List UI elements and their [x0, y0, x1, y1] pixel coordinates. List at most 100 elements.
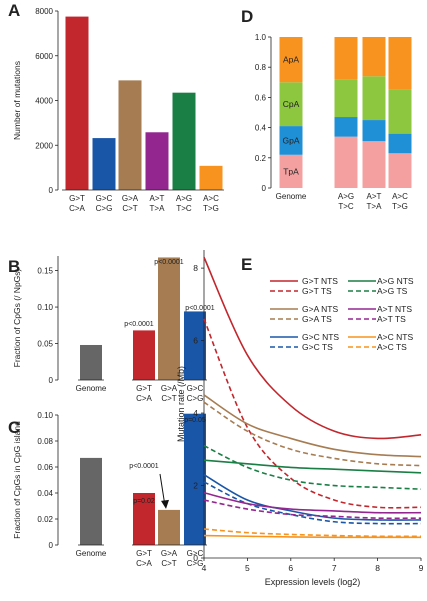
legend-label: A>C TS	[377, 342, 407, 352]
x-tick-label: T>A	[367, 202, 383, 211]
y-tick-label: 2000	[35, 141, 53, 150]
x-tick-label: G>A	[161, 384, 178, 393]
p-value-label: p=0.02	[133, 498, 155, 505]
series-line-g-t-nts	[203, 256, 422, 440]
series-line-a-g-ts	[203, 444, 422, 490]
bar-segment-gpa	[279, 126, 303, 155]
bar	[133, 330, 155, 380]
y-tick-label: 4	[193, 408, 198, 418]
p-value-label: p<0.0001	[185, 305, 214, 312]
x-tick-label: G>T	[69, 194, 85, 203]
x-tick-label: 9	[419, 563, 424, 573]
legend-label: A>G NTS	[377, 276, 414, 286]
y-tick-label: 0.10	[37, 411, 53, 420]
y-tick-label: 0	[262, 184, 267, 193]
y-tick-label: 0.6	[255, 93, 267, 102]
panel-letter-c: C	[8, 418, 20, 437]
x-tick-label: C>T	[161, 559, 176, 568]
legend-label: A>C NTS	[377, 332, 413, 342]
x-tick-label: G>C	[187, 384, 204, 393]
x-tick-label: G>C	[187, 549, 204, 558]
x-tick-label: A>T	[150, 194, 165, 203]
segment-label: GpA	[282, 135, 299, 145]
x-tick-label: T>G	[392, 202, 408, 211]
x-tick-label: G>A	[122, 194, 139, 203]
bar	[65, 16, 89, 190]
annotation-arrowhead	[161, 499, 169, 509]
series-line-a-t-nts	[203, 492, 422, 514]
y-tick-label: 0.04	[37, 489, 53, 498]
x-axis-label: Expression levels (log2)	[265, 577, 361, 587]
bar	[158, 509, 180, 545]
panel-letter-a: A	[8, 1, 20, 20]
y-tick-label: 0.4	[255, 124, 267, 133]
bar-segment-cpa	[362, 76, 386, 121]
y-tick-label: 6	[193, 336, 198, 346]
legend-label: G>C NTS	[302, 332, 339, 342]
x-tick-label: G>T	[136, 549, 152, 558]
bar-segment-apa	[388, 37, 412, 90]
y-tick-label: 0.08	[37, 437, 53, 446]
bar-segment-apa	[362, 37, 386, 77]
p-value-label: p=0.05	[184, 417, 206, 424]
legend-label: A>G TS	[377, 286, 408, 296]
p-value-label: p<0.0001	[129, 463, 158, 470]
bar-segment-tpa	[279, 154, 303, 188]
x-tick-label: A>T	[367, 192, 382, 201]
series-line-a-c-ts	[203, 528, 422, 538]
y-tick-label: 0.06	[37, 463, 53, 472]
legend-label: G>A TS	[302, 314, 332, 324]
bar	[118, 80, 142, 190]
bar-segment-tpa	[362, 141, 386, 188]
x-tick-label: 8	[375, 563, 380, 573]
bar-segment-tpa	[334, 136, 358, 188]
bar	[80, 344, 102, 380]
y-tick-label: 0.05	[37, 340, 53, 349]
bar-segment-gpa	[334, 117, 358, 137]
x-tick-label: C>T	[122, 204, 137, 213]
bar	[172, 92, 196, 190]
y-tick-label: 1.0	[255, 33, 267, 42]
segment-label: TpA	[283, 166, 299, 176]
y-axis-label: Fraction of CpGs (/ NpGs)	[12, 268, 22, 367]
x-tick-label: G>C	[96, 194, 113, 203]
y-tick-label: 6000	[35, 52, 53, 61]
y-tick-label: 0.02	[37, 515, 53, 524]
bar	[92, 138, 116, 190]
y-axis-label: Number of mutations	[12, 61, 22, 140]
bar-segment-cpa	[279, 82, 303, 127]
y-tick-label: 0.15	[37, 267, 53, 276]
panel-letter-b: B	[8, 257, 20, 276]
x-tick-label: A>G	[176, 194, 192, 203]
legend-label: G>T TS	[302, 286, 332, 296]
legend-label: A>T NTS	[377, 304, 412, 314]
series-line-g-c-ts	[203, 481, 422, 525]
x-tick-label: Genome	[76, 384, 107, 393]
y-tick-label: 0	[49, 376, 54, 385]
x-tick-label: G>T	[136, 384, 152, 393]
x-tick-label: T>C	[176, 204, 192, 213]
y-tick-label: 0	[193, 553, 198, 563]
y-tick-label: 2	[193, 481, 198, 491]
x-tick-label: C>A	[69, 204, 85, 213]
p-value-label: p<0.0001	[154, 259, 183, 266]
y-tick-label: 0.10	[37, 303, 53, 312]
x-tick-label: C>G	[187, 394, 204, 403]
series-line-g-a-ts	[203, 401, 422, 467]
bar	[80, 457, 102, 545]
series-line-a-g-nts	[203, 459, 422, 474]
x-tick-label: Genome	[276, 192, 307, 201]
x-tick-label: T>G	[203, 204, 219, 213]
y-tick-label: 8000	[35, 7, 53, 16]
series-line-a-c-nts	[203, 534, 421, 539]
bar	[199, 165, 223, 190]
panel-letter-e: E	[241, 255, 252, 274]
bar	[145, 132, 169, 190]
bar	[184, 413, 206, 545]
bar-segment-apa	[334, 37, 358, 80]
legend-label: G>A NTS	[302, 304, 338, 314]
y-tick-label: 4000	[35, 97, 53, 106]
series-line-g-a-nts	[203, 394, 422, 458]
bar-segment-gpa	[388, 133, 412, 154]
bar-segment-tpa	[388, 153, 412, 188]
